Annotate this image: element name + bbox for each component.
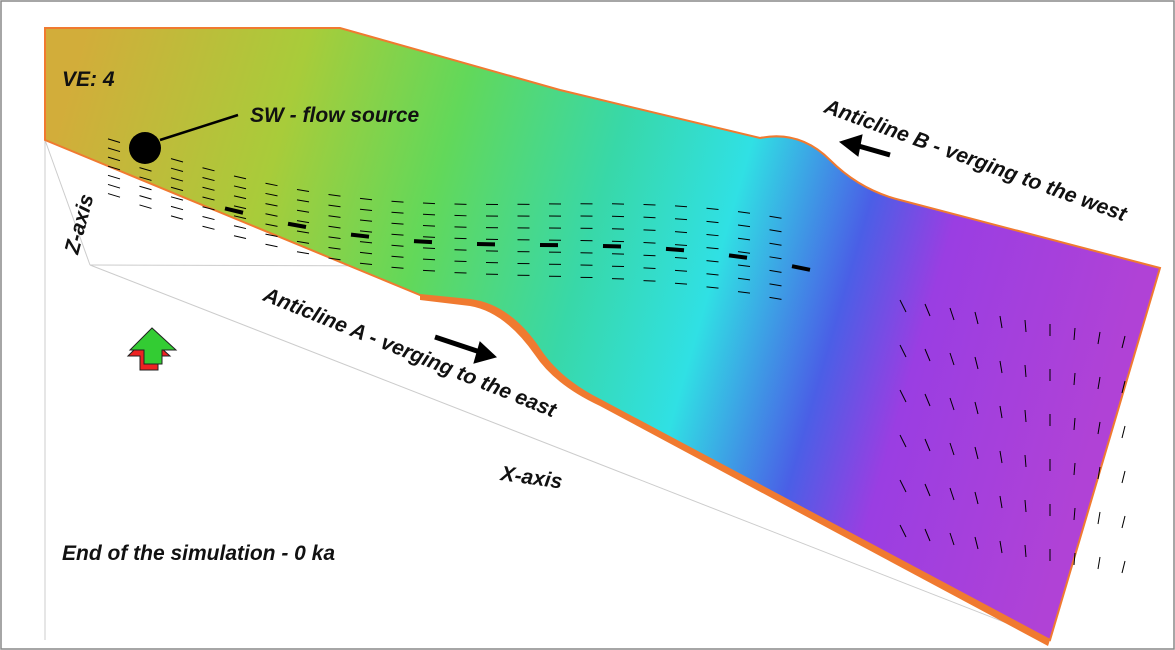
flow-arrow — [644, 230, 656, 231]
source-label: SW - flow source — [250, 104, 420, 127]
flow-source-marker — [129, 132, 161, 164]
flow-arrow — [644, 255, 656, 256]
ve-label: VE: 4 — [62, 68, 115, 91]
flow-arrow — [644, 281, 656, 282]
flow-arrow — [603, 246, 621, 247]
page: {"view":{"vertical_exaggeration":"VE: 4"… — [0, 0, 1175, 650]
flow-arrow — [644, 243, 656, 244]
flow-arrow — [423, 248, 435, 249]
flow-arrow — [666, 249, 684, 250]
flow-arrow — [423, 214, 435, 215]
flow-arrow — [423, 270, 435, 271]
flow-arrow — [423, 237, 435, 238]
flow-arrow — [351, 235, 369, 237]
flow-arrow — [644, 268, 656, 269]
flow-arrow — [423, 225, 435, 226]
status-label: End of the simulation - 0 ka — [62, 542, 335, 565]
flow-arrow — [414, 241, 432, 242]
flow-arrow — [423, 203, 435, 204]
viewport: VE: 4 SW - flow source Anticline B - ver… — [0, 0, 1175, 650]
flow-arrow — [423, 259, 435, 260]
flow-arrow — [729, 255, 747, 257]
flow-arrow — [644, 204, 656, 205]
flow-arrow — [644, 217, 656, 218]
